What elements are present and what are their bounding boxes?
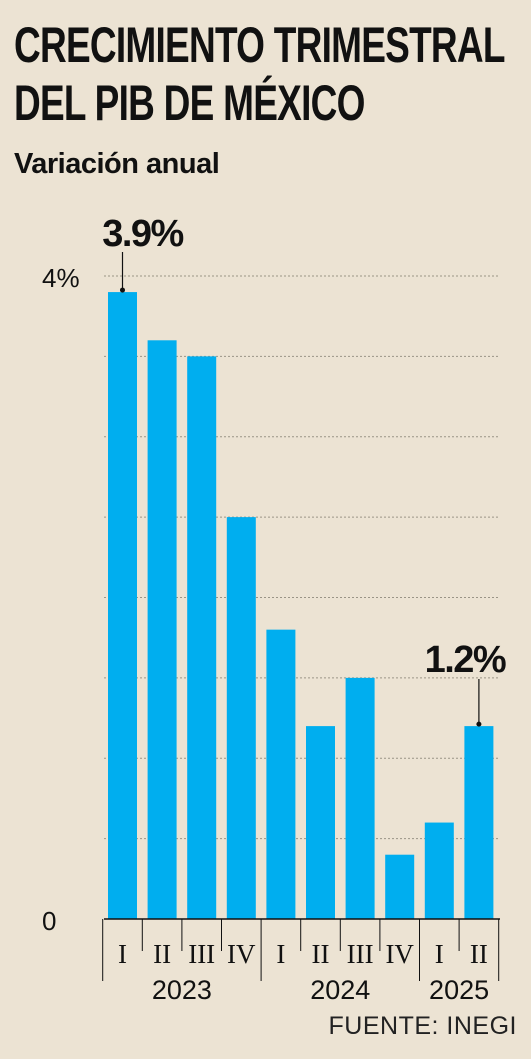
annotation-dot xyxy=(120,287,125,293)
quarter-label: II xyxy=(153,939,171,969)
year-label: 2025 xyxy=(429,975,489,1005)
bar xyxy=(266,629,296,919)
year-label: 2024 xyxy=(310,975,370,1005)
bar xyxy=(306,726,335,919)
bar xyxy=(464,726,494,919)
bar xyxy=(345,677,375,919)
y-tick-label: 4% xyxy=(42,263,80,293)
quarter-label: I xyxy=(118,939,127,969)
quarter-label: III xyxy=(347,939,374,969)
chart-subtitle: Variación anual xyxy=(14,148,220,180)
bar xyxy=(108,292,137,919)
quarter-label: IV xyxy=(385,939,414,969)
title-line-2: DEL PIB DE MÉXICO xyxy=(14,75,365,131)
quarter-label: I xyxy=(435,939,444,969)
bar xyxy=(226,517,256,919)
bar xyxy=(147,340,177,919)
annotation-label: 1.2% xyxy=(425,639,506,681)
quarter-label: I xyxy=(276,939,285,969)
annotation-label: 3.9% xyxy=(102,213,183,255)
bar xyxy=(187,356,217,919)
year-label: 2023 xyxy=(152,975,212,1005)
quarter-label: II xyxy=(312,939,330,969)
bar xyxy=(385,854,415,919)
quarter-label: II xyxy=(470,939,488,969)
quarter-label: IV xyxy=(227,939,256,969)
source-note: FUENTE: INEGI xyxy=(328,1012,517,1040)
annotation-dot xyxy=(476,721,482,727)
quarter-label: III xyxy=(188,939,215,969)
bar xyxy=(424,822,454,919)
y-tick-label: 0 xyxy=(42,906,56,936)
